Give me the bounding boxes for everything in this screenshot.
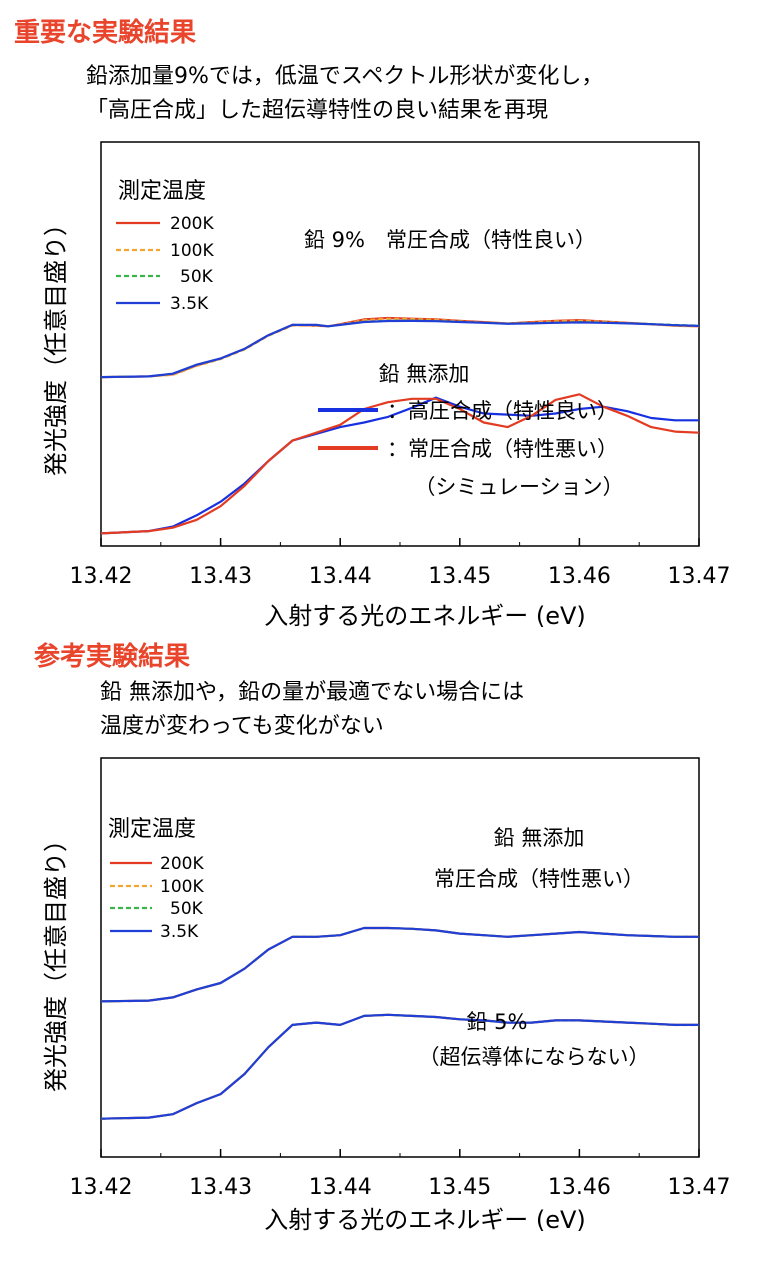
legend-label: 200K <box>160 854 204 874</box>
series-line <box>100 1013 699 1120</box>
legend-label: 3.5K <box>170 294 209 314</box>
legend-label: 100K <box>170 241 214 261</box>
annotation-label: （超伝導体にならない） <box>419 1045 650 1069</box>
section-heading-important: 重要な実験結果 <box>14 18 197 48</box>
legend-label: 50K <box>170 899 204 919</box>
series-line <box>100 926 699 1003</box>
x-tick-label: 13.42 <box>70 564 133 589</box>
x-tick-label: 13.44 <box>309 1175 372 1200</box>
annotation-label: 鉛 無添加 <box>494 826 585 850</box>
legend-label: 3.5K <box>160 922 199 942</box>
section-heading-reference: 参考実験結果 <box>34 642 191 672</box>
section-caption-reference: 鉛 無添加や，鉛の量が最適でない場合には 温度が変わっても変化がない <box>100 676 524 744</box>
annotation-label: 鉛 5% <box>467 1010 528 1034</box>
caption-line: 鉛 無添加や，鉛の量が最適でない場合には <box>100 680 525 705</box>
x-tick-label: 13.44 <box>309 564 372 589</box>
x-tick-label: 13.45 <box>428 564 491 589</box>
series-line <box>100 319 700 379</box>
x-axis-label: 入射する光のエネルギー (eV) <box>264 602 586 630</box>
caption-line: 温度が変わっても変化がない <box>100 714 384 739</box>
x-axis-label: 入射する光のエネルギー (eV) <box>264 1206 586 1234</box>
annotation-label: ：高圧合成（特性良い） <box>387 399 618 423</box>
series-line <box>100 393 700 535</box>
caption-line: 鉛添加量9%では，低温でスペクトル形状が変化し， <box>86 64 604 89</box>
annotation-label: 鉛 無添加 <box>379 362 470 386</box>
x-tick-label: 13.43 <box>189 1175 252 1200</box>
y-axis-label: 発光強度（任意目盛り） <box>42 828 70 1092</box>
legend-label: 100K <box>160 877 204 897</box>
annotation-label: （シミュレーション） <box>414 475 623 499</box>
caption-line: 「高圧合成」した超伝導特性の良い結果を再現 <box>86 98 549 123</box>
annotation-label: ：常圧合成（特性悪い） <box>387 437 618 461</box>
legend-label: 50K <box>180 267 214 287</box>
x-tick-label: 13.46 <box>548 1175 611 1200</box>
legend-title: 測定温度 <box>108 817 196 842</box>
annotation-label: 常圧合成（特性悪い） <box>434 867 644 891</box>
x-tick-label: 13.47 <box>668 1175 731 1200</box>
x-tick-label: 13.43 <box>189 564 252 589</box>
legend-title: 測定温度 <box>118 179 206 204</box>
x-tick-label: 13.45 <box>428 1175 491 1200</box>
x-tick-label: 13.46 <box>548 564 611 589</box>
y-axis-label: 発光強度（任意目盛り） <box>42 212 70 476</box>
x-tick-label: 13.42 <box>70 1175 133 1200</box>
section-caption-important: 鉛添加量9%では，低温でスペクトル形状が変化し， 「高圧合成」した超伝導特性の良… <box>86 60 603 128</box>
x-tick-label: 13.47 <box>668 564 731 589</box>
legend-label: 200K <box>170 214 214 234</box>
annotation-label: 鉛 9% 常圧合成（特性良い） <box>304 228 596 252</box>
